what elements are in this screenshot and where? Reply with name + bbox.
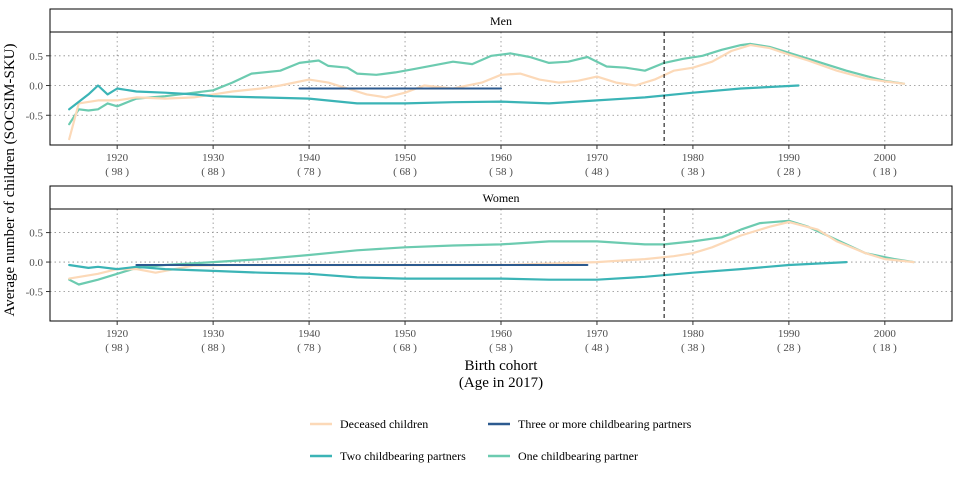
- x-tick-age-label: ( 58 ): [489, 342, 513, 354]
- x-tick-label: 1950: [394, 328, 417, 340]
- y-tick-label: -0.5: [26, 110, 44, 122]
- x-tick-label: 1930: [202, 328, 225, 340]
- series-line-deceased: [68, 220, 915, 280]
- x-tick-label: 1990: [778, 328, 801, 340]
- x-tick-label: 1940: [298, 152, 321, 164]
- x-tick-age-label: ( 38 ): [681, 166, 705, 178]
- legend-item-one: One childbearing partner: [488, 449, 638, 463]
- legend: Deceased children Three or more childbear…: [310, 417, 692, 463]
- series-line-one: [68, 219, 915, 286]
- y-tick-label: 0.5: [29, 51, 43, 63]
- series-line-two: [68, 261, 848, 281]
- x-axis-label: Birth cohort: [465, 358, 539, 374]
- x-tick-label: 1940: [298, 328, 321, 340]
- panels: Men 0.5 0.0 -0.5 1920 ( 98 ) 1930 ( 88 ) 1940 ( 7…: [26, 8, 953, 354]
- x-tick-age-label: ( 78 ): [297, 342, 321, 354]
- x-tick-label: 1970: [586, 152, 609, 164]
- legend-item-deceased: Deceased children: [310, 417, 428, 431]
- legend-label: Three or more childbearing partners: [518, 417, 692, 431]
- y-tick-label: 0.0: [29, 257, 43, 269]
- legend-item-three: Three or more childbearing partners: [488, 417, 692, 431]
- x-tick-age-label: ( 18 ): [873, 342, 897, 354]
- legend-label: One childbearing partner: [518, 449, 638, 463]
- x-tick-label: 1990: [778, 152, 801, 164]
- panel-title: Men: [490, 14, 512, 28]
- x-tick-label: 1970: [586, 328, 609, 340]
- x-tick-label: 1980: [682, 152, 705, 164]
- x-tick-age-label: ( 48 ): [585, 166, 609, 178]
- legend-item-two: Two childbearing partners: [310, 449, 466, 463]
- x-tick-age-label: ( 58 ): [489, 166, 513, 178]
- x-axis-sublabel: (Age in 2017): [459, 375, 543, 391]
- x-tick-label: 1920: [106, 152, 129, 164]
- y-tick-label: 0.5: [29, 228, 43, 240]
- x-tick-age-label: ( 98 ): [105, 166, 129, 178]
- legend-label: Two childbearing partners: [340, 449, 466, 463]
- y-axis-label: Average number of children (SOCSIM-SKU): [2, 43, 18, 316]
- x-tick-age-label: ( 78 ): [297, 166, 321, 178]
- x-tick-label: 2000: [874, 152, 897, 164]
- x-tick-label: 1920: [106, 328, 129, 340]
- x-tick-age-label: ( 38 ): [681, 342, 705, 354]
- x-tick-age-label: ( 68 ): [393, 342, 417, 354]
- y-tick-label: -0.5: [26, 287, 44, 299]
- x-tick-age-label: ( 98 ): [105, 342, 129, 354]
- x-tick-age-label: ( 18 ): [873, 166, 897, 178]
- x-tick-label: 1980: [682, 328, 705, 340]
- x-tick-label: 1930: [202, 152, 225, 164]
- x-tick-age-label: ( 88 ): [201, 166, 225, 178]
- grid: [50, 209, 952, 321]
- panel-women: Women 0.5 0.0 -0.5 1920 ( 98 ) 1930 ( 88 ) 1940 (…: [26, 185, 953, 354]
- y-tick-label: 0.0: [29, 81, 43, 93]
- panel-men: Men 0.5 0.0 -0.5 1920 ( 98 ) 1930 ( 88 ) 1940 ( 7…: [26, 8, 953, 178]
- legend-label: Deceased children: [340, 417, 428, 431]
- x-tick-label: 1960: [490, 152, 513, 164]
- x-tick-label: 2000: [874, 328, 897, 340]
- x-tick-label: 1960: [490, 328, 513, 340]
- x-tick-label: 1950: [394, 152, 417, 164]
- x-tick-age-label: ( 28 ): [777, 342, 801, 354]
- x-tick-age-label: ( 68 ): [393, 166, 417, 178]
- x-tick-age-label: ( 28 ): [777, 166, 801, 178]
- x-tick-age-label: ( 88 ): [201, 342, 225, 354]
- series-line-two: [68, 84, 800, 111]
- panel-title: Women: [482, 191, 519, 205]
- x-tick-age-label: ( 48 ): [585, 342, 609, 354]
